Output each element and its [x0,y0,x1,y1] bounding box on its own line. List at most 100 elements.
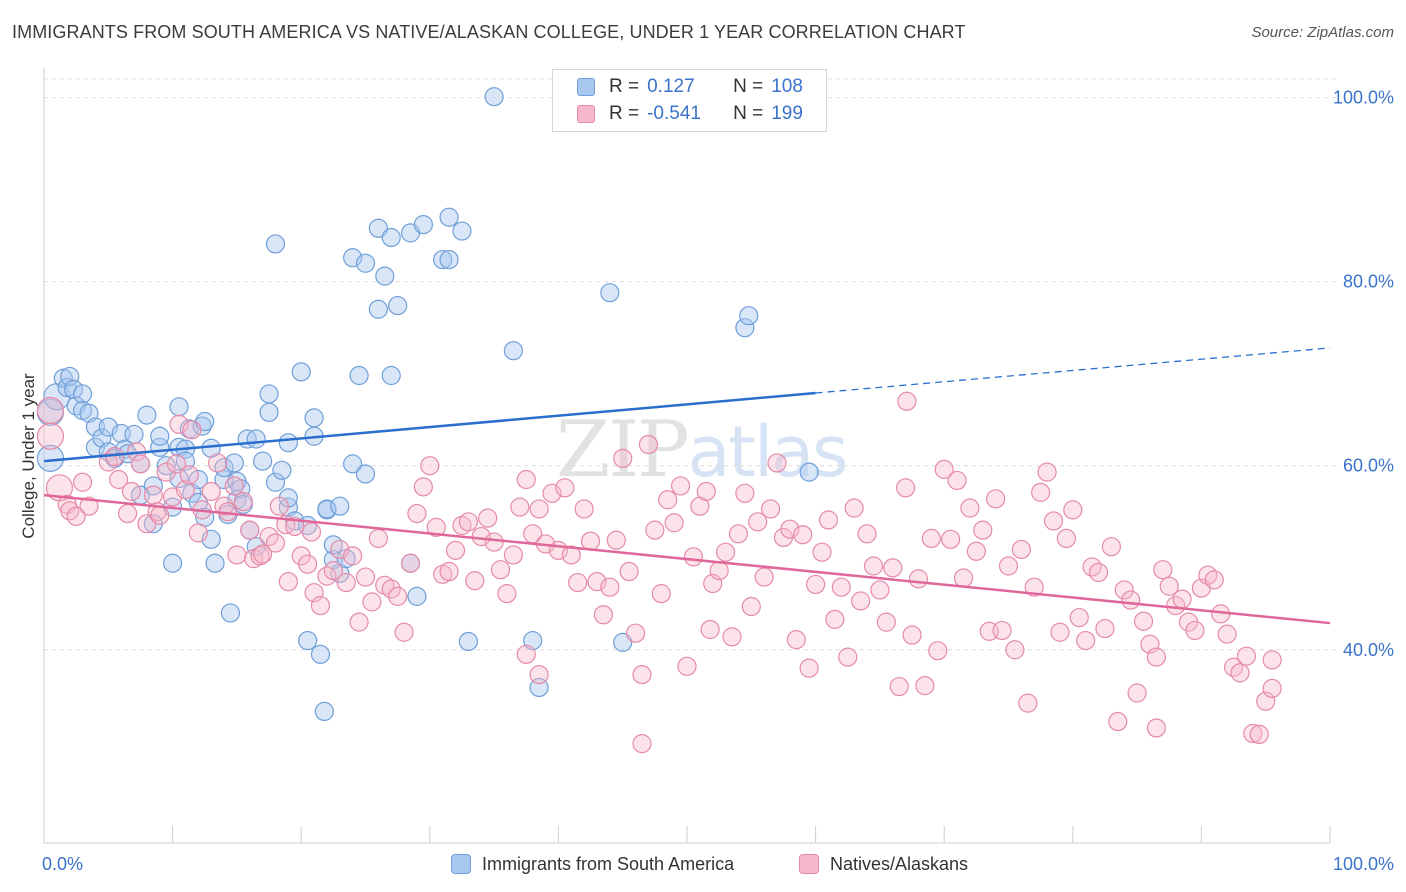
pink-point [516,469,536,490]
pink-point [1114,580,1134,600]
trend-line-extension [815,347,1331,394]
pink-point [818,510,839,530]
legend-swatch-pink [577,105,595,123]
trend-line [43,493,1331,625]
pink-point [1024,577,1044,597]
pink-point [413,477,433,497]
pink-point [439,561,459,582]
pink-point [1018,693,1038,713]
blue-point [265,234,286,254]
pink-point [465,571,485,591]
pink-point [1095,618,1115,639]
pink-point [700,619,720,640]
pink-point [253,544,273,564]
pink-point [709,561,729,581]
blue-point [188,469,208,490]
pink-point [992,620,1012,641]
blue-point [600,283,620,303]
pink-point [863,556,884,576]
blue-point [224,453,244,473]
blue-point [355,253,376,273]
blue-point [169,397,189,417]
pink-point [696,481,716,502]
pink-point [72,472,93,492]
blue-point [381,227,401,248]
watermark-atlas: atlas [687,411,849,493]
pink-point [529,664,549,685]
pink-point [79,496,99,516]
y-tick-label: 80.0% [1343,272,1394,292]
pink-point [227,545,247,565]
legend-r-value: -0.541 [647,103,701,124]
blue-point [253,451,273,471]
pink-point [793,525,813,545]
pink-point [1031,482,1051,502]
pink-point [143,485,163,505]
pink-point [870,580,890,600]
pink-point [1088,562,1109,583]
pink-point [760,499,781,519]
legend-r-label: R = [609,76,640,97]
pink-point [1159,576,1179,596]
pink-point [658,490,678,510]
pink-point [121,481,142,502]
pink-point [947,470,967,491]
legend-r-label: R = [609,103,640,124]
pink-point [960,498,980,518]
pink-point [452,515,472,536]
pink-point [748,512,768,532]
pink-point [1101,537,1121,557]
pink-point [1108,711,1128,732]
pink-point [310,595,331,616]
pink-point [876,612,896,632]
pink-point [1217,624,1237,644]
pink-point [278,572,298,592]
pink-point [613,448,633,468]
pink-point [896,478,916,498]
blue-point [150,426,170,446]
pink-point [941,529,961,549]
pink-point [754,567,774,587]
watermark: ZIPatlas [556,405,849,495]
blue-point [163,553,183,573]
pink-point [36,422,65,450]
pink-point [664,513,684,533]
blue-point [72,384,93,404]
blue-point [205,553,225,573]
pink-point [1076,630,1096,651]
pink-point [1172,589,1192,609]
pink-point [1043,511,1064,531]
pink-point [1011,539,1031,560]
pink-point [897,391,917,411]
pink-point [349,612,369,632]
pink-point [208,453,228,473]
pink-point [375,575,395,595]
pink-point [966,541,986,561]
pink-point [240,520,260,540]
pink-point [1243,723,1263,744]
pink-point [510,497,530,517]
legend-n-label: N = [733,103,764,124]
pink-point [986,489,1006,509]
pink-point [1037,462,1057,482]
blue-point [439,249,459,270]
bottom-legend-swatch-pink [799,854,819,874]
pink-point [182,420,202,440]
pink-point [799,658,819,678]
blue-point [375,266,395,286]
pink-point [915,676,935,696]
blue-point [433,249,453,270]
pink-point [233,491,253,512]
pink-point [368,528,388,549]
pink-point [394,622,414,642]
pink-point [786,630,806,650]
blue-point [259,384,279,404]
pink-point [889,676,909,697]
pink-point [728,524,749,544]
pink-point [908,569,929,589]
pink-point [516,644,536,664]
blue-point [124,424,144,445]
pink-point [670,476,691,496]
pink-point [323,561,343,581]
pink-point [998,556,1019,576]
